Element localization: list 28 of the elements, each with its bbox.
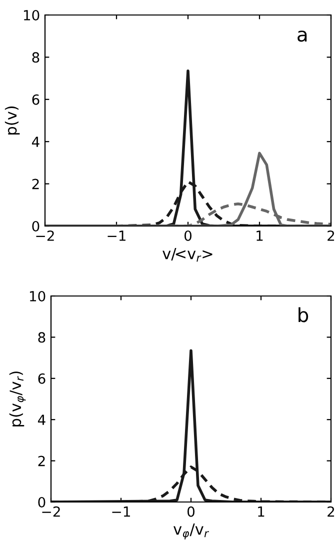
y-tick-label: 2	[32, 178, 39, 190]
x-tick-label: 2	[328, 506, 334, 517]
y-tick-label: 0	[32, 220, 40, 232]
y-tick-label: 10	[24, 10, 40, 20]
y-tick-label: 8	[38, 332, 46, 343]
x-tick-label: −2	[42, 506, 60, 517]
y-tick-label: 8	[32, 52, 40, 63]
y-tick-label: 10	[30, 290, 46, 302]
annotation: b	[298, 307, 308, 322]
y-tick-label: 6	[38, 373, 46, 384]
x-tick-label: 1	[258, 506, 264, 517]
x-tick-label: −2	[36, 230, 54, 241]
x-axis-title: v/<v$_{r}$>	[162, 248, 212, 262]
y-tick-label: 4	[38, 414, 46, 425]
y-tick-label: 6	[32, 94, 40, 105]
x-tick-label: 1	[256, 230, 263, 241]
x-axis-title: v$_{φ}$/v$_{r}$	[174, 524, 209, 540]
y-tick-label: 2	[38, 456, 45, 466]
y-axis-title: p(v)	[4, 106, 20, 134]
y-tick-label: 0	[38, 496, 46, 508]
x-tick-label: 0	[184, 230, 192, 241]
x-tick-label: 0	[187, 506, 194, 517]
y-tick-label: 4	[32, 136, 40, 147]
x-tick-label: −1	[108, 230, 126, 241]
annotation: a	[298, 30, 307, 42]
x-tick-label: −1	[112, 506, 130, 517]
y-axis-title: p(v$_{φ}$/v$_{r}$)	[9, 372, 26, 426]
x-tick-label: 2	[328, 230, 334, 241]
